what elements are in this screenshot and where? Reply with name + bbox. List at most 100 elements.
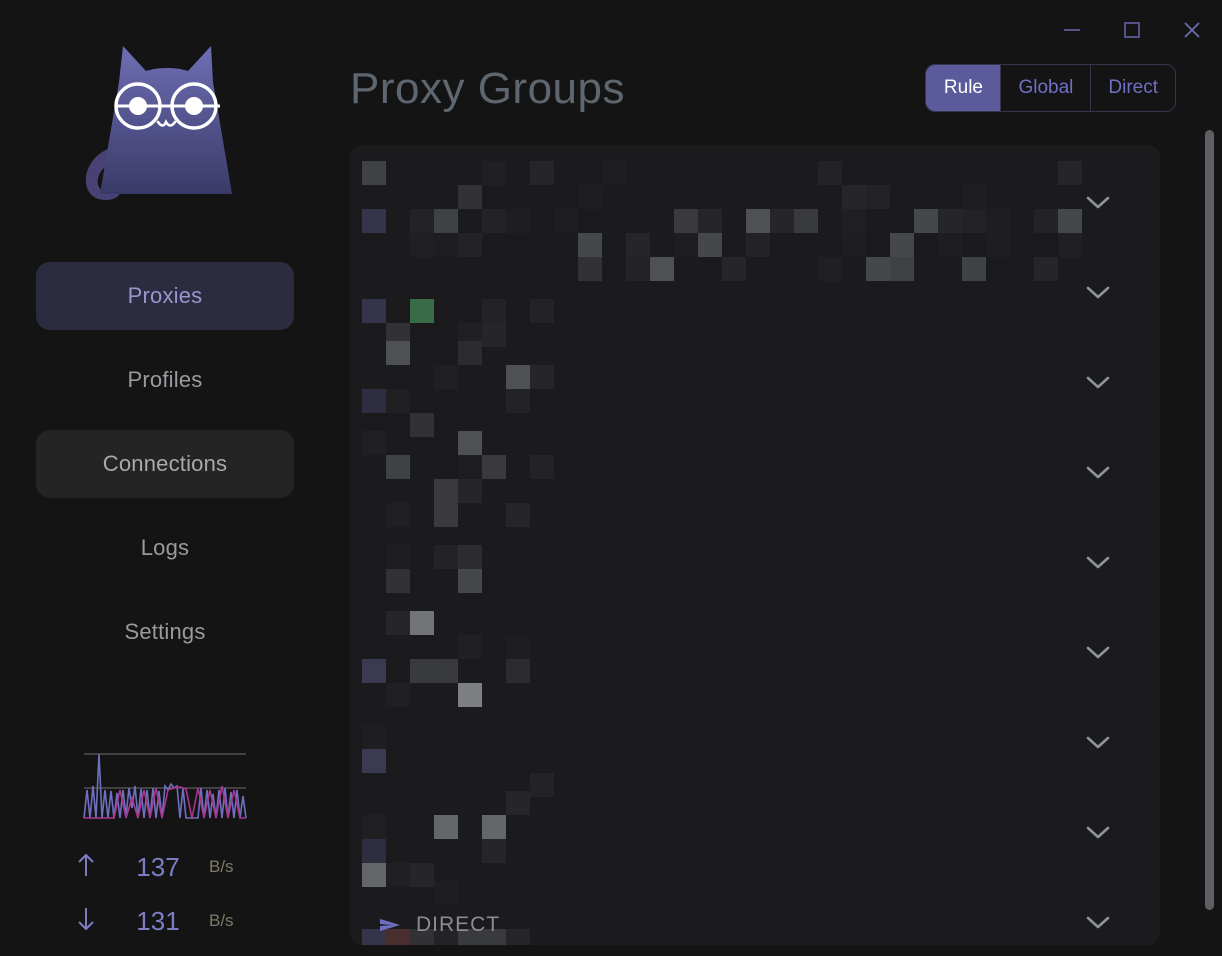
redacted-block (506, 815, 530, 839)
chevron-down-icon[interactable] (1084, 553, 1112, 571)
chevron-down-icon[interactable] (1084, 373, 1112, 391)
redacted-block (410, 635, 434, 659)
redacted-block (482, 749, 506, 773)
redacted-block (818, 257, 842, 281)
redacted-block (842, 233, 866, 257)
redacted-block (674, 209, 698, 233)
redacted-block (386, 569, 410, 593)
redacted-block (434, 503, 458, 527)
redacted-block (626, 233, 650, 257)
redacted-block (362, 233, 386, 257)
redacted-block (842, 257, 866, 281)
redacted-block (842, 185, 866, 209)
redacted-block (578, 185, 602, 209)
redacted-block (434, 233, 458, 257)
close-button[interactable] (1162, 0, 1222, 60)
redacted-block (482, 881, 506, 905)
redacted-block (482, 569, 506, 593)
redacted-block (410, 929, 434, 945)
chevron-down-icon[interactable] (1084, 283, 1112, 301)
redacted-block (482, 299, 506, 323)
chevron-down-icon[interactable] (1084, 823, 1112, 841)
redacted-block (986, 257, 1010, 281)
redacted-block (770, 209, 794, 233)
mode-button-rule[interactable]: Rule (926, 65, 1001, 111)
redacted-block (890, 209, 914, 233)
redacted-block (482, 815, 506, 839)
redacted-block (386, 611, 410, 635)
page-title: Proxy Groups (350, 64, 625, 113)
redacted-block (746, 209, 770, 233)
redacted-block (482, 251, 506, 275)
redacted-block (554, 209, 578, 233)
redacted-block (410, 413, 434, 437)
mode-button-global[interactable]: Global (1000, 65, 1090, 111)
redacted-block (602, 209, 626, 233)
redacted-block (434, 209, 458, 233)
sidebar: Proxies Profiles Connections Logs Settin… (0, 0, 330, 956)
mode-button-label: Rule (943, 77, 983, 98)
scrollbar[interactable] (1205, 130, 1214, 912)
redacted-block (938, 209, 962, 233)
redacted-block (698, 209, 722, 233)
redacted-block (458, 929, 482, 945)
chevron-down-icon[interactable] (1084, 463, 1112, 481)
close-icon (1181, 19, 1203, 41)
chevron-down-icon[interactable] (1084, 643, 1112, 661)
main-content: Proxy Groups Rule Global Direct DIRECT (330, 0, 1222, 956)
redacted-block (410, 611, 434, 635)
sidebar-item-connections[interactable]: Connections (36, 430, 294, 498)
redacted-block (506, 635, 530, 659)
redacted-block (866, 257, 890, 281)
sidebar-item-logs[interactable]: Logs (36, 514, 294, 582)
sidebar-item-settings[interactable]: Settings (36, 598, 294, 666)
redacted-block (602, 161, 626, 185)
redacted-block (386, 929, 410, 945)
proxy-group-list[interactable]: DIRECT (350, 145, 1160, 945)
scrollbar-thumb[interactable] (1205, 130, 1214, 910)
redacted-block (362, 863, 386, 887)
redacted-block (458, 683, 482, 707)
redacted-block (362, 749, 386, 773)
redacted-block (890, 233, 914, 257)
redacted-block (434, 479, 458, 503)
redacted-block (482, 455, 506, 479)
redacted-block (962, 257, 986, 281)
redacted-block (890, 257, 914, 281)
sidebar-item-proxies[interactable]: Proxies (36, 262, 294, 330)
maximize-button[interactable] (1102, 0, 1162, 60)
direct-label: DIRECT (416, 913, 501, 936)
minimize-icon (1061, 19, 1083, 41)
traffic-panel: 137 B/s 131 B/s (0, 746, 330, 948)
mode-button-direct[interactable]: Direct (1090, 65, 1175, 111)
redacted-block (1058, 233, 1082, 257)
redacted-block (362, 209, 386, 233)
list-item-direct[interactable]: DIRECT (378, 913, 500, 937)
proxy-group-expanders (350, 145, 1160, 945)
chevron-down-icon[interactable] (1084, 193, 1112, 211)
redacted-block (386, 863, 410, 887)
minimize-button[interactable] (1042, 0, 1102, 60)
page-header: Proxy Groups (350, 52, 1180, 126)
download-speed-unit: B/s (209, 911, 234, 930)
sidebar-item-profiles[interactable]: Profiles (36, 346, 294, 414)
redacted-block (506, 365, 530, 389)
redacted-block (530, 365, 554, 389)
redacted-block (362, 503, 386, 527)
upload-speed-value: 137 (136, 851, 180, 882)
chevron-down-icon[interactable] (1084, 733, 1112, 751)
redacted-block (386, 455, 410, 479)
redacted-block (458, 569, 482, 593)
redacted-block (458, 185, 482, 209)
redacted-block (482, 323, 506, 347)
redacted-block (506, 233, 530, 257)
speed-readouts: 137 B/s 131 B/s (65, 840, 265, 948)
redacted-block (1034, 233, 1058, 257)
upload-speed-row: 137 B/s (65, 840, 265, 894)
chevron-down-icon[interactable] (1084, 913, 1112, 931)
redacted-block (578, 233, 602, 257)
redacted-block (434, 815, 458, 839)
redacted-block (362, 839, 386, 863)
sidebar-item-label: Logs (140, 535, 190, 560)
redacted-block (1034, 257, 1058, 281)
